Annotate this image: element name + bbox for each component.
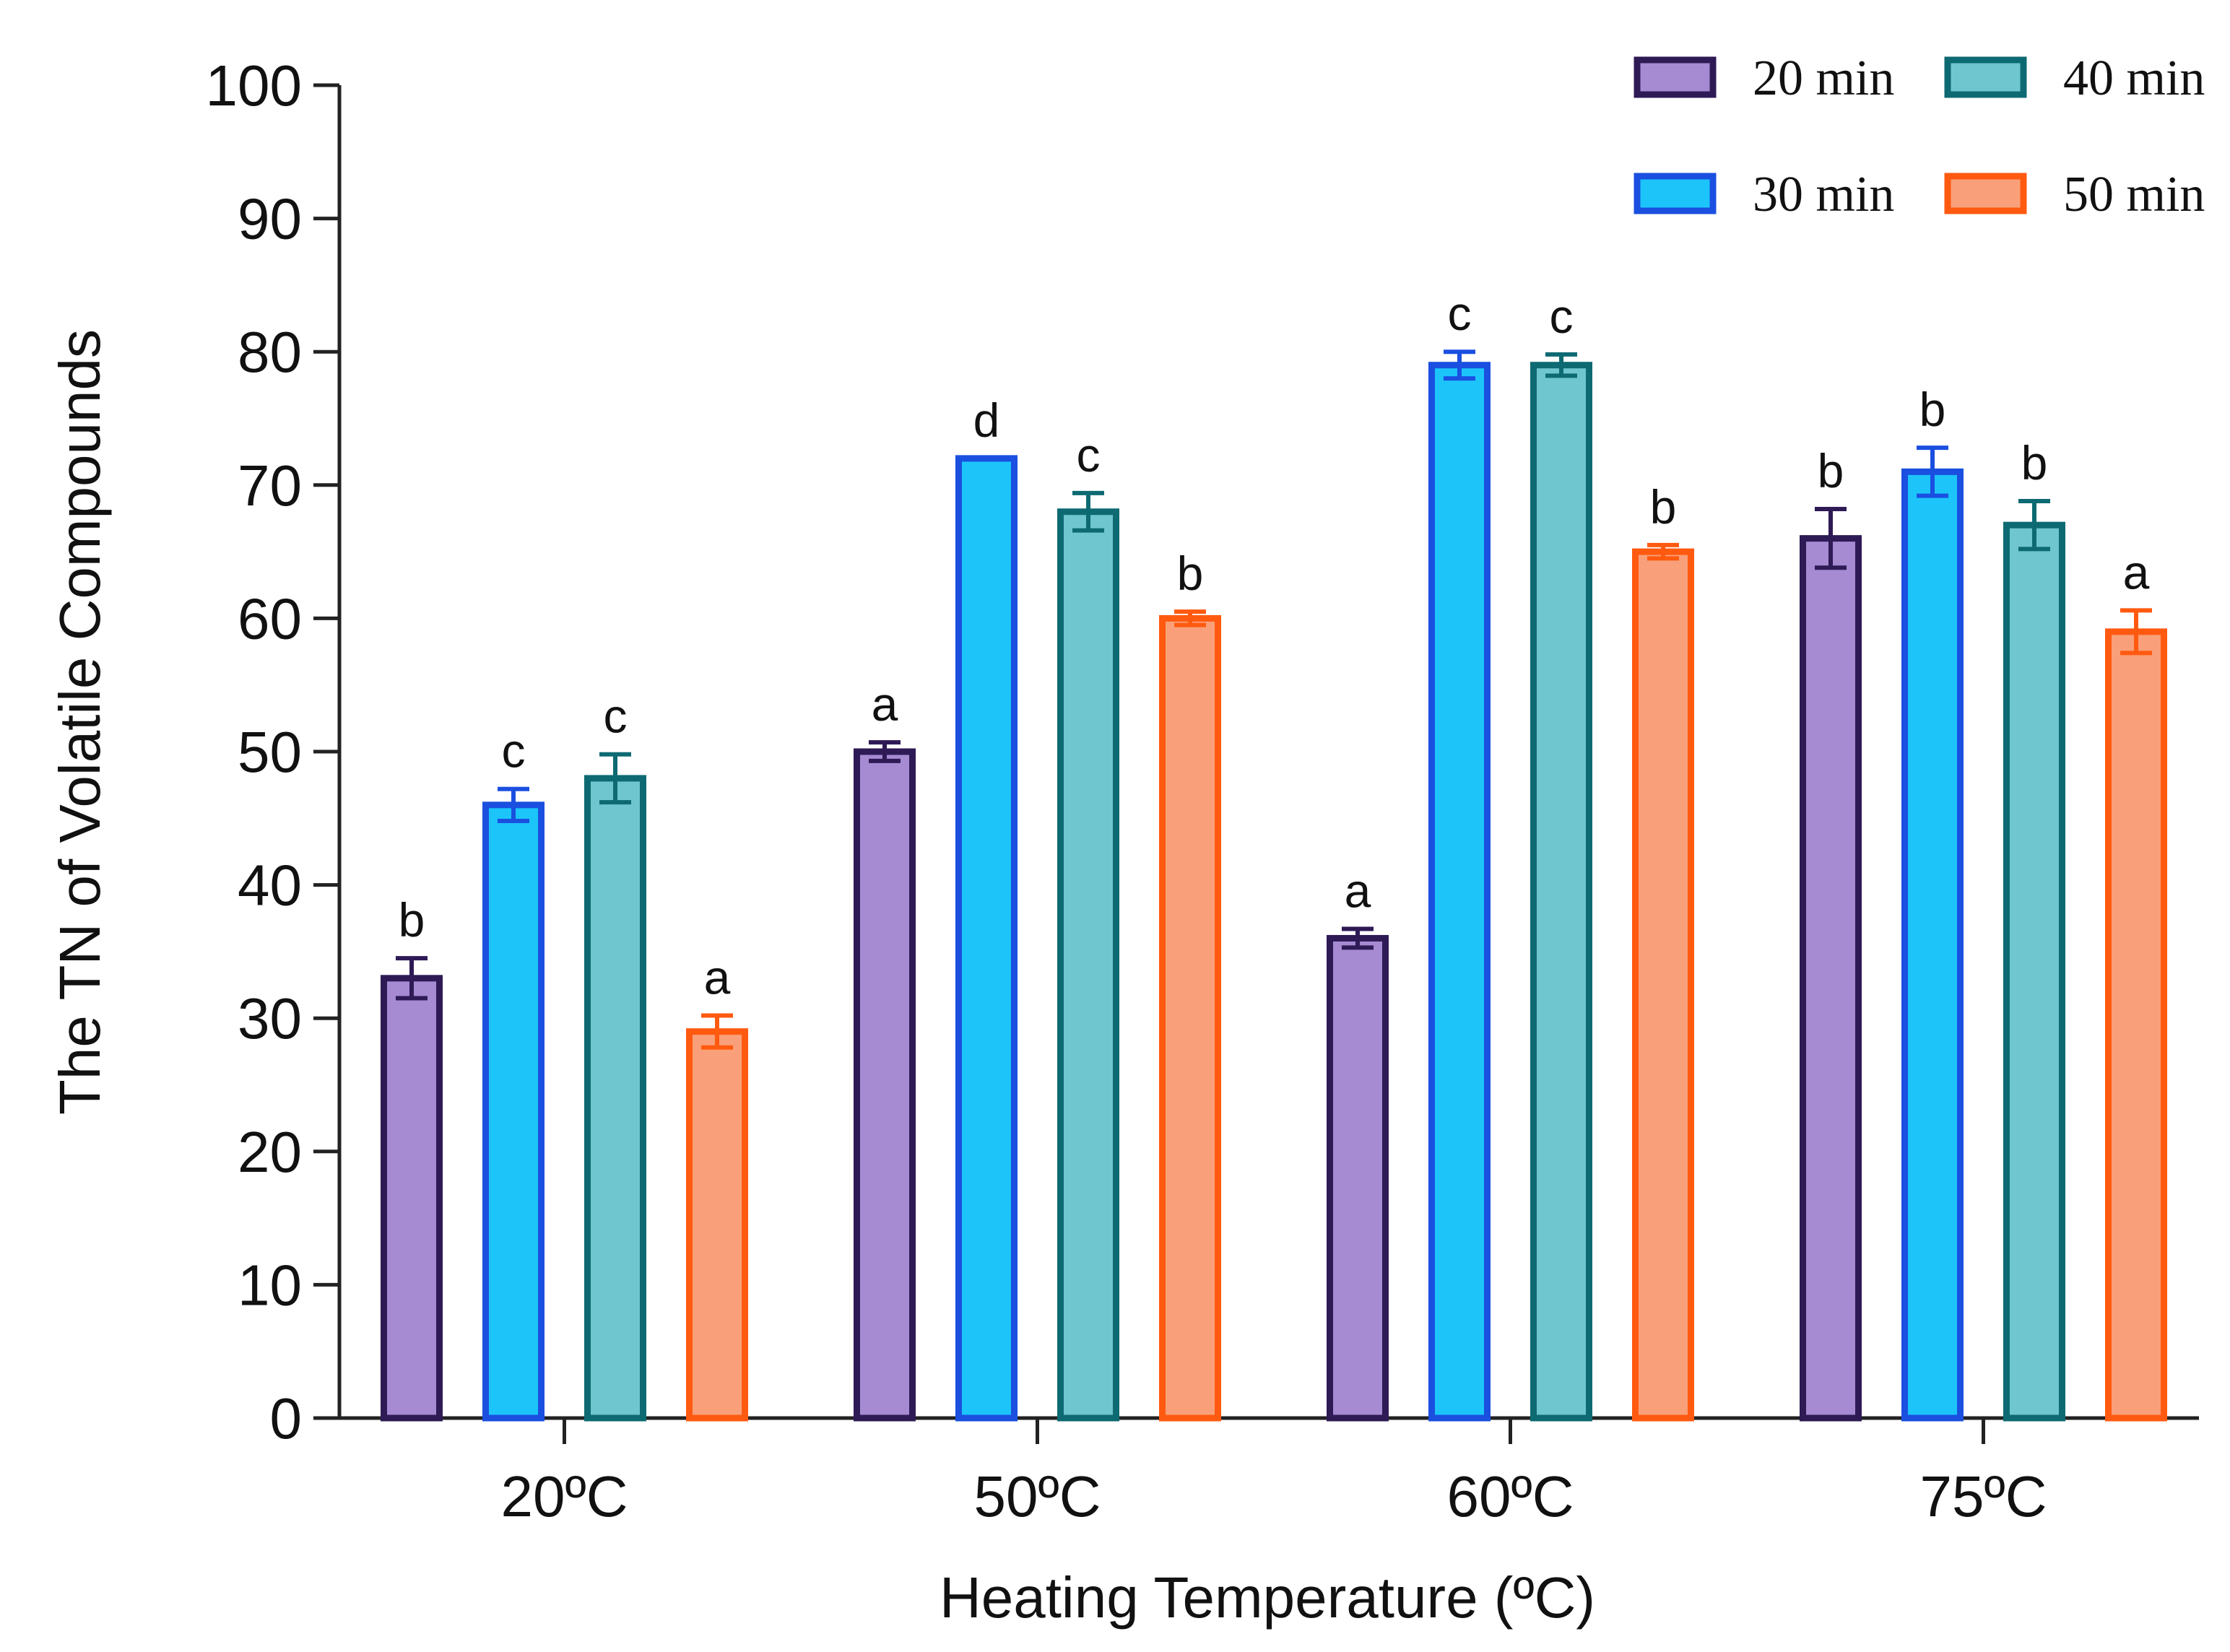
bar — [482, 801, 545, 1422]
legend-swatch — [1944, 56, 2027, 98]
significance-label: c — [1077, 428, 1101, 482]
y-tick-label: 60 — [238, 586, 302, 651]
significance-label: b — [1818, 444, 1844, 497]
y-tick-label: 40 — [238, 853, 302, 918]
legend: 20 min 40 min 30 min 50 min — [1634, 51, 2205, 222]
bars: b a a b c d c b c c c b a b b a — [381, 287, 2167, 1422]
bar — [1800, 535, 1862, 1422]
legend-label: 40 min — [2063, 51, 2205, 106]
significance-label: c — [1448, 287, 1472, 340]
significance-label: b — [1919, 383, 1946, 436]
x-axis: 20ºC 50ºC 60ºC 75ºC — [338, 1416, 2199, 1529]
bar — [1428, 362, 1491, 1422]
x-tick-label: 50ºC — [974, 1464, 1101, 1529]
x-tick-label: 75ºC — [1920, 1464, 2047, 1529]
y-tick-label: 80 — [238, 320, 302, 384]
bar — [1057, 508, 1119, 1422]
bar — [1327, 934, 1389, 1422]
significance-label: b — [399, 893, 425, 947]
bar — [1632, 548, 1694, 1422]
significance-label: b — [2021, 436, 2048, 490]
bar — [584, 775, 646, 1422]
bar — [381, 975, 443, 1422]
significance-label: c — [502, 724, 526, 778]
legend-label: 30 min — [1753, 167, 1894, 222]
y-tick-label: 50 — [238, 720, 302, 784]
significance-label: a — [872, 677, 898, 731]
significance-label: a — [2123, 545, 2150, 599]
significance-label: a — [704, 951, 731, 1004]
bar — [2105, 628, 2167, 1422]
y-tick-label: 20 — [238, 1120, 302, 1184]
bar — [1159, 614, 1221, 1422]
x-tick-label: 20ºC — [501, 1464, 628, 1529]
legend-label: 20 min — [1753, 51, 1894, 106]
significance-label: b — [1177, 547, 1204, 600]
y-axis: 0 10 20 30 40 50 60 70 80 90 100 — [206, 53, 342, 1451]
significance-label: d — [973, 394, 1000, 447]
y-tick-label: 10 — [238, 1253, 302, 1317]
significance-label: b — [1650, 480, 1677, 534]
bar — [1901, 468, 1964, 1422]
y-tick-label: 0 — [270, 1386, 303, 1451]
legend-swatch — [1634, 56, 1717, 98]
bar — [2003, 521, 2065, 1422]
x-axis-title: Heating Temperature (ºC) — [940, 1565, 1595, 1630]
significance-label: c — [604, 690, 628, 743]
bar — [955, 455, 1018, 1422]
legend-swatch — [1944, 173, 2027, 214]
bar — [1530, 362, 1592, 1422]
y-tick-label: 30 — [238, 986, 302, 1051]
legend-label: 50 min — [2063, 167, 2205, 222]
y-tick-label: 100 — [206, 53, 302, 118]
y-tick-label: 90 — [238, 187, 302, 251]
bar — [854, 748, 916, 1422]
y-axis-title: The TN of Volatile Compounds — [48, 329, 112, 1115]
y-tick-label: 70 — [238, 453, 302, 518]
significance-label: a — [1345, 864, 1371, 918]
x-tick-label: 60ºC — [1447, 1464, 1574, 1529]
significance-label: c — [1550, 290, 1574, 343]
bar — [686, 1028, 748, 1422]
legend-swatch — [1634, 173, 1717, 214]
